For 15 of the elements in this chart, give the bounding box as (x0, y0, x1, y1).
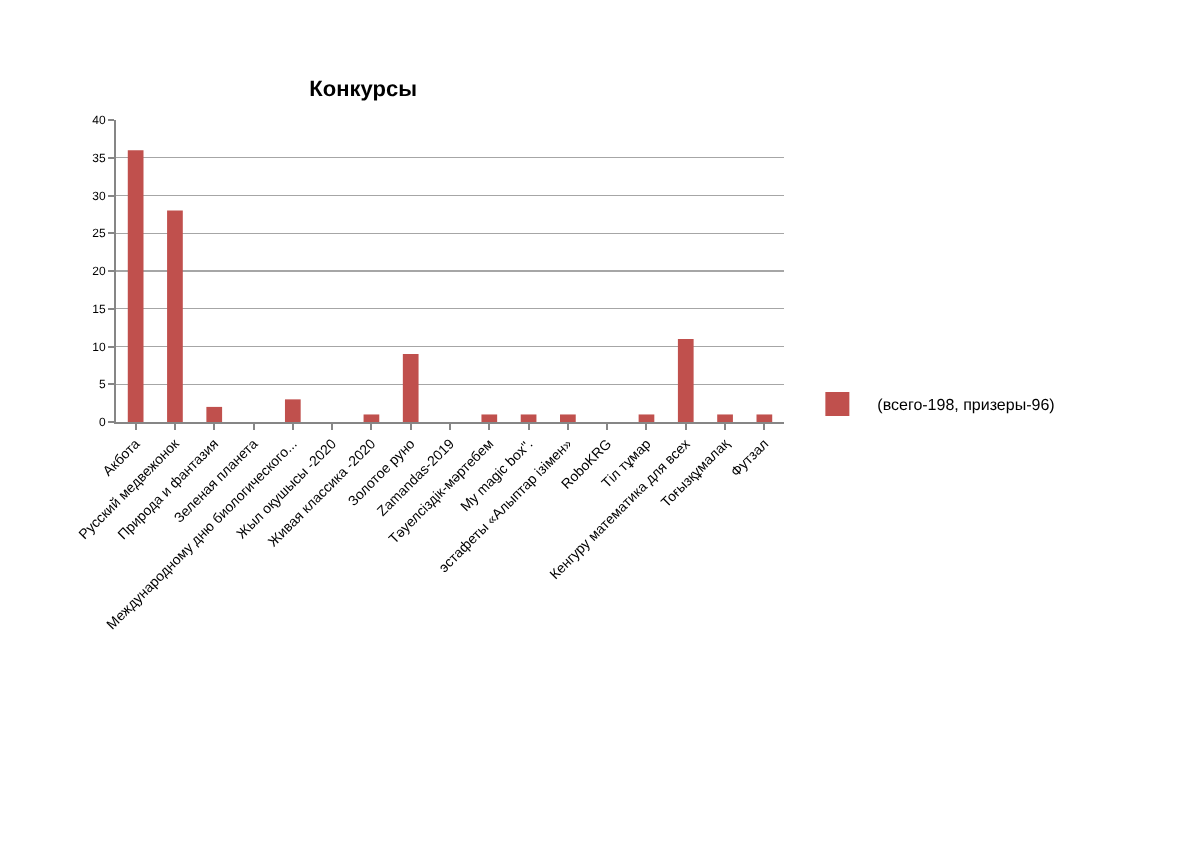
bar (677, 338, 694, 422)
legend-label: (всего-198, призеры-96) (877, 396, 1056, 415)
bar (560, 414, 576, 422)
bar (520, 414, 537, 422)
bar (167, 210, 183, 422)
bar (638, 414, 655, 422)
bar (481, 414, 498, 422)
bar (206, 406, 223, 422)
chart-title: Конкурсы (309, 78, 417, 103)
bar (127, 150, 144, 422)
bar (363, 414, 380, 422)
bar (402, 354, 419, 422)
bar (284, 399, 301, 422)
bar (756, 414, 773, 422)
bar (717, 414, 733, 422)
